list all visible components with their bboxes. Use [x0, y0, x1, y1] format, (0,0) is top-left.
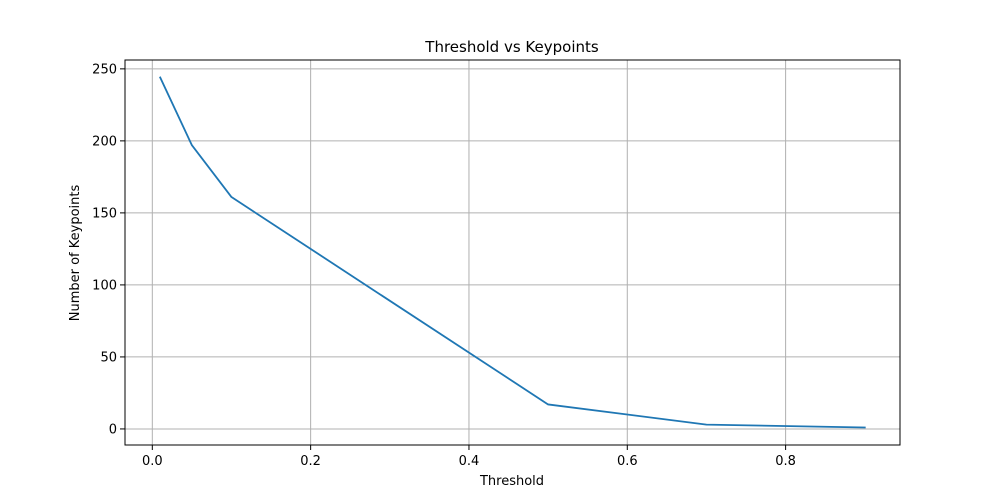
plot-background: [125, 60, 900, 445]
chart-title: Threshold vs Keypoints: [424, 38, 599, 56]
x-tick-label: 0.6: [617, 454, 638, 469]
x-axis-label: Threshold: [479, 474, 544, 489]
plot-area: [124, 59, 901, 446]
x-tick-label: 0.2: [300, 454, 321, 469]
y-tick-label: 150: [92, 206, 117, 221]
x-tick-label: 0.8: [775, 454, 796, 469]
y-tick-label: 50: [100, 350, 117, 365]
x-tick-label: 0.4: [459, 454, 480, 469]
y-tick-label: 200: [92, 134, 117, 149]
x-gridlines: [151, 60, 787, 445]
series-line: [159, 76, 866, 429]
series-group: [159, 76, 866, 429]
y-tick-label: 100: [92, 278, 117, 293]
y-axis-label: Number of Keypoints: [68, 185, 83, 322]
x-axis-ticks: 0.0 0.2 0.4 0.6 0.8: [142, 445, 796, 469]
y-axis-ticks: 0 50 100 150 200 250: [92, 62, 125, 437]
y-tick-label: 0: [109, 422, 117, 437]
y-tick-label: 250: [92, 62, 117, 77]
plot-frame: [124, 59, 901, 446]
x-tick-label: 0.0: [142, 454, 163, 469]
